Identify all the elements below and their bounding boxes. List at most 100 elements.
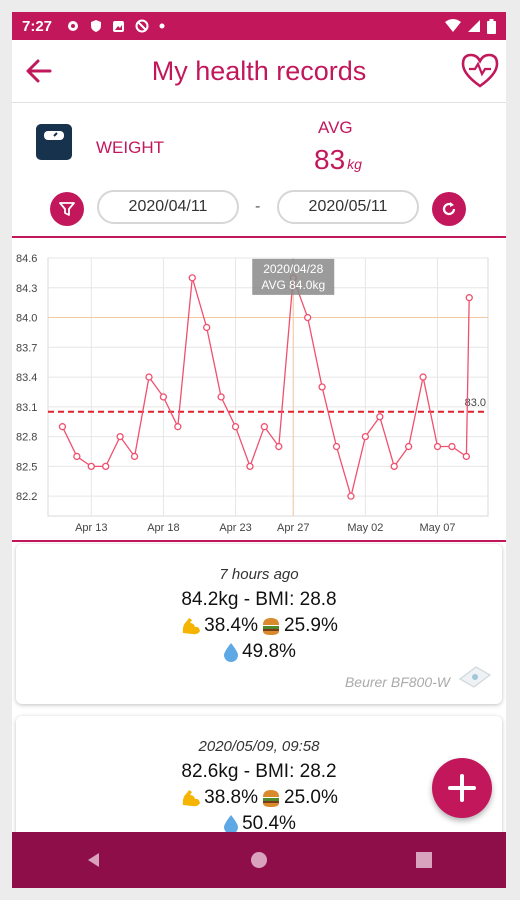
- data-point: [448, 442, 456, 451]
- record-water: 49.8%: [16, 641, 502, 663]
- muscle-value: 38.8%: [204, 787, 258, 808]
- data-point: [130, 452, 139, 461]
- water-drop-icon: [224, 643, 239, 662]
- fat-value: 25.0%: [284, 787, 338, 808]
- record-composition: 38.4% 25.9%: [16, 615, 502, 637]
- notification-dot-icon: [159, 23, 165, 29]
- record-water: 50.4%: [16, 813, 502, 835]
- heart-rate-icon: [461, 53, 499, 88]
- y-tick-label: 82.5: [16, 461, 37, 473]
- data-point: [188, 274, 196, 282]
- blocked-icon: [135, 19, 149, 33]
- plus-icon: [448, 774, 476, 802]
- filter-button[interactable]: [50, 192, 84, 226]
- water-value: 49.8%: [242, 641, 296, 662]
- x-tick-label: Apr 13: [75, 522, 107, 534]
- summary-panel: WEIGHT AVG 83 kg 2020/04/11 - 2020/05/11: [12, 102, 506, 242]
- data-point: [465, 294, 473, 302]
- refresh-icon: [442, 202, 456, 216]
- square-recents-icon: [415, 852, 432, 868]
- record-weight-bmi: 84.2kg - BMI: 28.8: [181, 589, 337, 610]
- avg-label: AVG: [318, 118, 353, 137]
- x-tick-label: Apr 27: [277, 522, 309, 534]
- data-point: [73, 452, 81, 461]
- tooltip-value: AVG 84.0kg: [261, 278, 325, 292]
- y-tick-label: 83.7: [16, 342, 37, 354]
- data-point: [376, 413, 384, 421]
- water-value: 50.4%: [242, 813, 296, 834]
- data-point: [419, 373, 427, 381]
- add-record-button[interactable]: [432, 758, 492, 818]
- water-drop-icon: [224, 815, 239, 834]
- nav-back-button[interactable]: [64, 832, 124, 888]
- status-bar: 7:27: [12, 12, 506, 40]
- data-point: [260, 423, 269, 431]
- avg-unit: kg: [347, 156, 362, 172]
- y-tick-label: 84.6: [16, 253, 37, 265]
- weight-chart[interactable]: 84.6 84.3 84.0 83.7 83.4 83.1 82.8 82.5 82.2 Apr …: [12, 238, 506, 536]
- y-tick-label: 83.4: [16, 372, 37, 384]
- filter-icon: [59, 202, 75, 216]
- weight-series-line: [61, 277, 470, 499]
- record-card[interactable]: 7 hours ago 84.2kg - BMI: 28.8 38.4% 25.…: [16, 544, 502, 704]
- back-button[interactable]: [24, 56, 54, 91]
- data-point: [58, 423, 67, 431]
- data-point: [159, 393, 168, 401]
- status-time: 7:27: [22, 17, 53, 35]
- data-point: [347, 492, 355, 500]
- data-point: [361, 432, 370, 441]
- data-point: [275, 442, 283, 451]
- chart-plot-area: [47, 257, 489, 517]
- avg-number: 83: [314, 144, 346, 175]
- page-title: My health records: [151, 56, 367, 86]
- device-name: Beurer BF800-W: [344, 674, 450, 690]
- record-weight-bmi: 82.6kg - BMI: 28.2: [181, 761, 337, 782]
- burger-icon: [263, 790, 279, 807]
- data-point: [145, 373, 153, 381]
- data-point: [390, 462, 398, 471]
- nav-home-button[interactable]: [229, 832, 289, 888]
- phone-screen: 7:27 My health records WEIGHT AVG: [12, 12, 506, 888]
- y-tick-label: 82.8: [16, 432, 37, 444]
- record-composition: 38.8% 25.0%: [16, 787, 502, 809]
- status-notification-icons: [66, 19, 165, 33]
- settings-gear-icon: [68, 21, 79, 31]
- y-tick-label: 82.2: [16, 491, 37, 503]
- data-point: [318, 383, 326, 391]
- date-to-field[interactable]: 2020/05/11: [277, 190, 419, 224]
- data-point: [116, 432, 124, 441]
- nav-recents-button[interactable]: [394, 832, 454, 888]
- data-point: [203, 323, 211, 332]
- system-nav-bar: [12, 832, 506, 888]
- shield-icon: [91, 20, 102, 32]
- date-from-field[interactable]: 2020/04/11: [97, 190, 239, 224]
- data-point: [217, 393, 225, 401]
- refresh-button[interactable]: [432, 192, 466, 226]
- tooltip-date: 2020/04/28: [263, 262, 323, 276]
- muscle-value: 38.4%: [204, 615, 258, 636]
- data-point: [462, 452, 471, 461]
- data-point: [405, 442, 413, 451]
- arrow-back-icon: [26, 59, 52, 83]
- record-time: 2020/05/09, 09:58: [198, 738, 320, 755]
- data-point: [304, 313, 312, 322]
- wifi-icon: [445, 19, 461, 32]
- battery-icon: [487, 18, 496, 34]
- data-point: [433, 442, 442, 451]
- date-separator: -: [255, 198, 261, 215]
- data-point: [87, 462, 95, 471]
- avg-line-label: 83.0: [465, 397, 486, 409]
- y-tick-label: 83.1: [16, 402, 37, 414]
- image-icon: [113, 20, 125, 32]
- data-point: [332, 442, 341, 451]
- x-tick-label: Apr 18: [147, 522, 179, 534]
- data-point: [231, 423, 240, 431]
- muscle-icon: [182, 790, 201, 807]
- health-heart-button[interactable]: [460, 52, 500, 95]
- app-bar: My health records: [12, 40, 506, 103]
- muscle-icon: [182, 618, 201, 635]
- data-point: [174, 423, 182, 431]
- x-tick-label: Apr 23: [219, 522, 251, 534]
- status-system-icons: [445, 18, 496, 34]
- record-time: 7 hours ago: [219, 566, 299, 583]
